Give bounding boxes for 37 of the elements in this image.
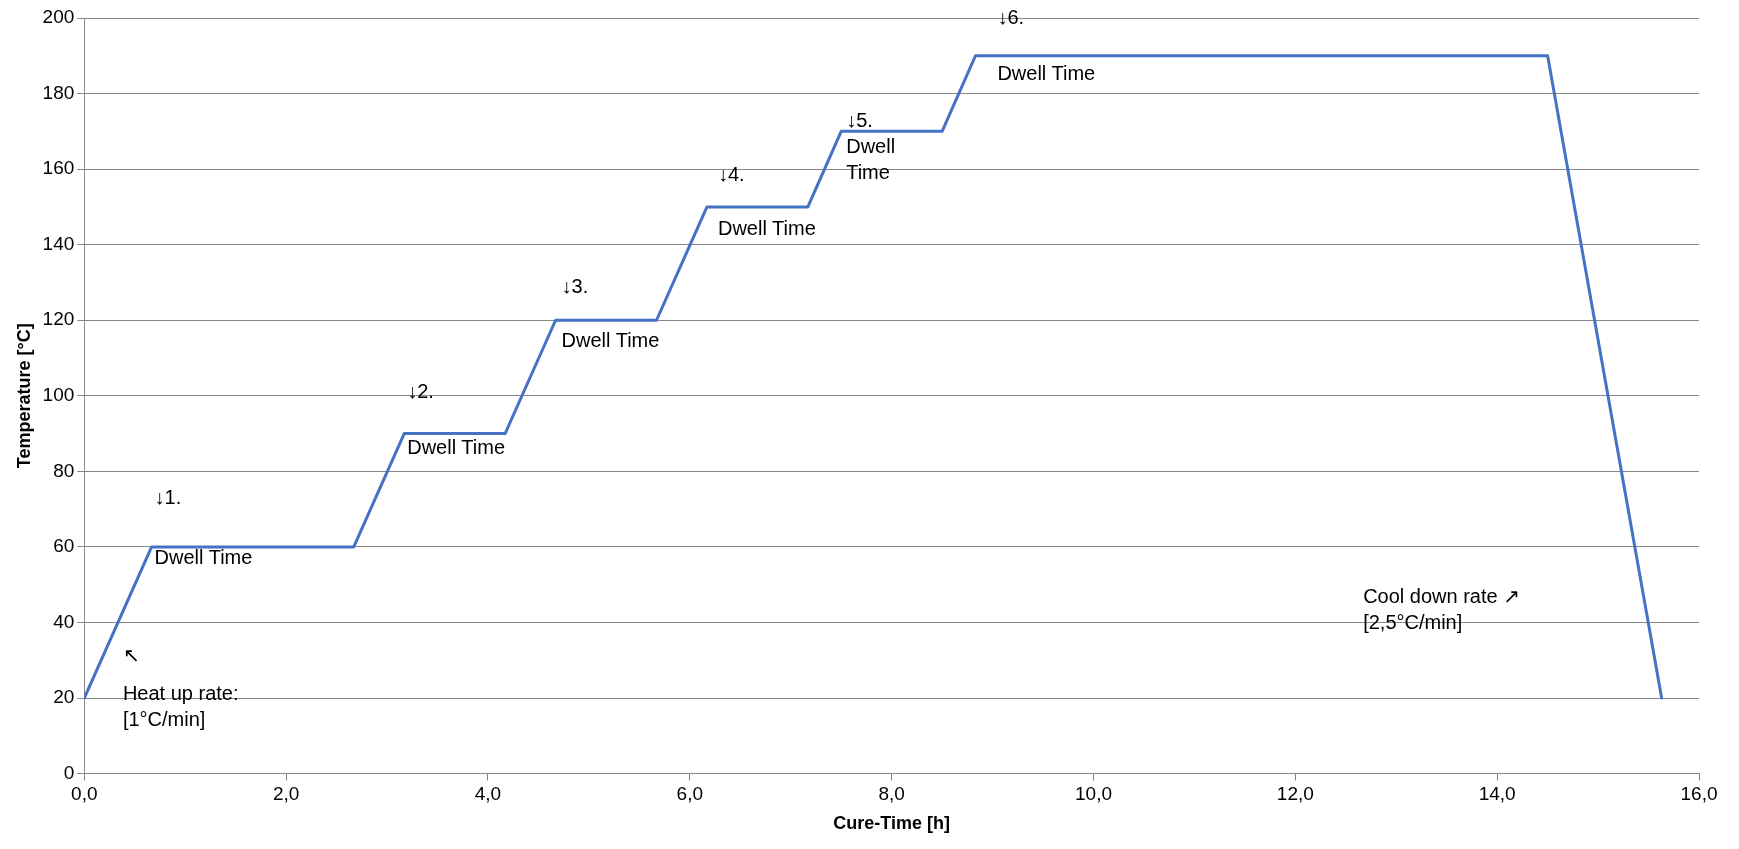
annotation: Dwell Time xyxy=(154,546,253,569)
x-tick-label: 12,0 xyxy=(1276,783,1314,805)
annotation: ↓4. xyxy=(717,163,745,186)
x-tick-label: 16,0 xyxy=(1680,783,1718,805)
annotation: Dwell Time xyxy=(407,436,506,459)
annotation: ↓1. xyxy=(154,486,182,509)
x-tick-label: 8,0 xyxy=(878,783,905,805)
annotation: Dwell Time xyxy=(846,134,896,183)
y-tick-label: 60 xyxy=(53,535,75,557)
x-tick-label: 0,0 xyxy=(71,783,98,805)
y-tick-label: 120 xyxy=(42,308,75,330)
annotation: ↓5. xyxy=(846,108,873,131)
y-tick-label: 80 xyxy=(53,459,75,481)
annotation: Dwell Time xyxy=(997,62,1096,85)
y-tick-label: 200 xyxy=(42,6,75,28)
x-tick-label: 4,0 xyxy=(474,783,502,805)
y-tick-label: 20 xyxy=(53,686,75,708)
x-tick-label: 10,0 xyxy=(1075,783,1112,805)
x-axis-title: Cure-Time [h] xyxy=(833,813,950,834)
x-tick-label: 6,0 xyxy=(676,783,704,805)
annotation: Cool down rate ↗ [2,5°C/min] xyxy=(1363,584,1520,633)
annotation: ↓2. xyxy=(407,380,434,403)
annotation: Dwell Time xyxy=(561,328,660,351)
annotation: ↓6. xyxy=(997,6,1025,29)
y-tick-label: 160 xyxy=(42,157,75,179)
y-tick-label: 140 xyxy=(42,232,75,254)
y-tick-label: 0 xyxy=(63,761,75,783)
y-axis-title: Temperature [°C] xyxy=(13,323,34,469)
y-tick-label: 100 xyxy=(42,384,75,406)
y-tick-label: 40 xyxy=(53,610,75,632)
annotation: Dwell Time xyxy=(717,217,816,240)
x-tick-label: 14,0 xyxy=(1478,783,1516,805)
y-tick-label: 180 xyxy=(42,81,75,103)
x-tick-label: 2,0 xyxy=(272,783,300,805)
annotation: ↖ xyxy=(122,644,140,666)
annotation: ↓3. xyxy=(561,274,589,297)
annotation: Heat up rate: [1°C/min] xyxy=(122,682,239,730)
